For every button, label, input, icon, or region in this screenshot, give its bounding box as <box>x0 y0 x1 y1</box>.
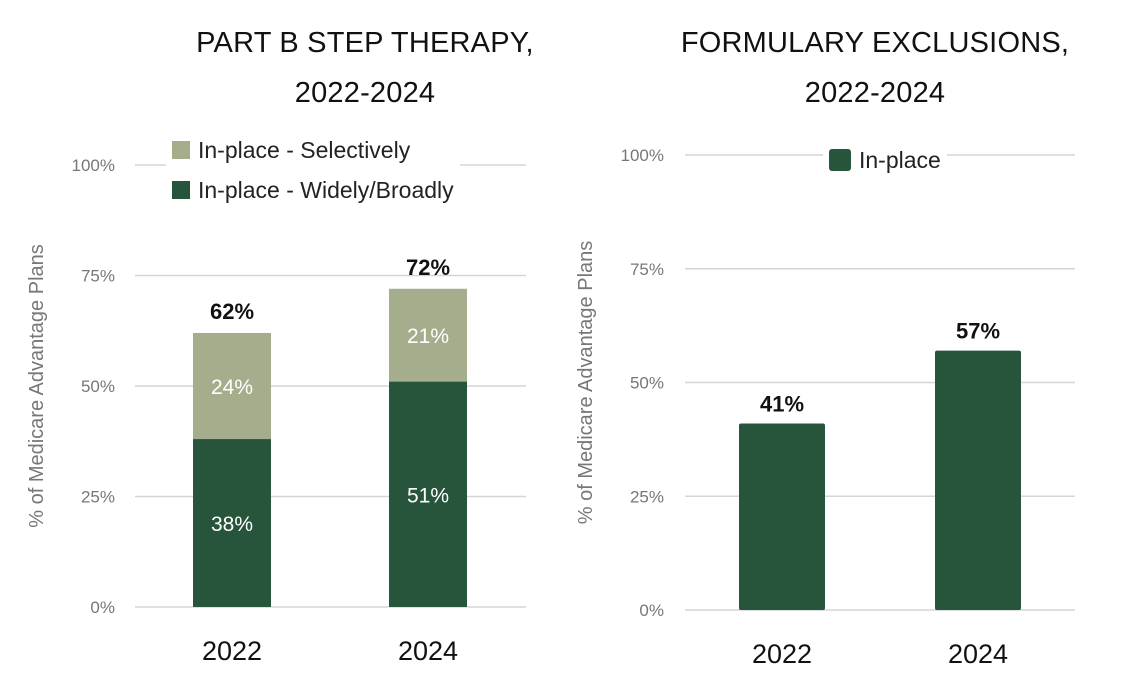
legend-item-widely: In-place - Widely/Broadly <box>172 170 454 210</box>
step-therapy-chart: 0% 25% 50% 75% 100% % of Medicare Advantage P… <box>26 156 526 666</box>
legend-item-selectively: In-place - Selectively <box>172 130 454 170</box>
title-line-2: 2022-2024 <box>804 77 946 109</box>
y-tick-label: 0% <box>90 598 115 617</box>
y-tick-label: 50% <box>81 377 115 396</box>
bar-segment <box>193 439 271 607</box>
bar-value-label: 51% <box>407 484 449 507</box>
bar-value-label: 38% <box>211 513 253 536</box>
legend-swatch-selectively <box>172 141 190 159</box>
x-tick-label: 2024 <box>948 639 1008 669</box>
x-tick-label: 2022 <box>752 639 812 669</box>
x-tick-label: 2022 <box>202 636 262 666</box>
bar-value-label: 41% <box>760 391 804 416</box>
y-tick-label: 75% <box>630 260 664 279</box>
legend-swatch-in-place <box>829 149 851 171</box>
bar-segment <box>739 423 825 610</box>
bar-segment <box>389 288 467 382</box>
y-tick-label: 100% <box>621 146 664 165</box>
legend-label: In-place - Selectively <box>198 136 411 163</box>
y-axis-label: % of Medicare Advantage Plans <box>26 244 48 528</box>
chart-title-step-therapy: PART B STEP THERAPY, 2022-2024 <box>120 18 610 118</box>
legend-label: In-place - Widely/Broadly <box>198 176 454 203</box>
bar-segment <box>935 350 1021 610</box>
y-axis-label: % of Medicare Advantage Plans <box>575 241 597 525</box>
y-tick-label: 25% <box>81 488 115 507</box>
chart-title-formulary-exclusions: FORMULARY EXCLUSIONS, 2022-2024 <box>640 18 1110 118</box>
y-tick-label: 25% <box>630 487 664 506</box>
y-tick-label: 100% <box>72 156 115 175</box>
bar-total-label: 72% <box>406 255 450 280</box>
formulary-exclusions-chart: 0% 25% 50% 75% 100% % of Medicare Advantage P… <box>575 146 1075 669</box>
bar-value-label: 57% <box>956 319 1000 344</box>
title-line-1: FORMULARY EXCLUSIONS, <box>680 27 1070 59</box>
legend-formulary-exclusions: In-place <box>823 140 947 180</box>
legend-step-therapy: In-place - Selectively In-place - Widely… <box>166 130 460 210</box>
title-line-2: 2022-2024 <box>294 77 436 109</box>
legend-item-in-place: In-place <box>829 140 941 180</box>
y-tick-label: 75% <box>81 267 115 286</box>
bar-value-label: 24% <box>211 376 253 399</box>
y-tick-label: 50% <box>630 374 664 393</box>
legend-swatch-widely <box>172 181 190 199</box>
bar-segment <box>193 332 271 440</box>
bar-segment <box>389 381 467 607</box>
title-line-1: PART B STEP THERAPY, <box>196 27 534 59</box>
x-tick-label: 2024 <box>398 636 458 666</box>
y-tick-label: 0% <box>639 601 664 620</box>
bar-total-label: 62% <box>210 299 254 324</box>
bar-value-label: 21% <box>407 325 449 348</box>
legend-label: In-place <box>859 146 941 173</box>
